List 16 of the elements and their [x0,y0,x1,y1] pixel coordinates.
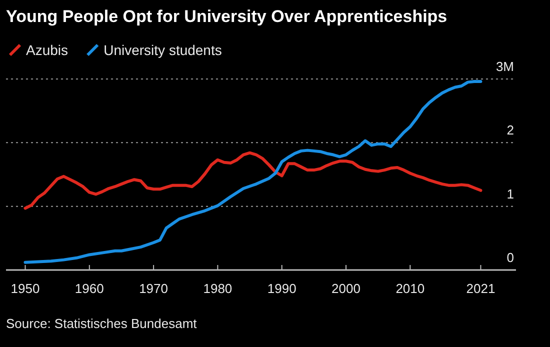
x-tick-label: 1980 [203,281,232,296]
x-tick-label: 1960 [74,281,104,296]
x-tick-label: 1970 [139,281,168,296]
source-note: Source: Statistisches Bundesamt [6,316,198,331]
chart-title: Young People Opt for University Over Apprenticeships [6,7,448,26]
y-tick-label: 0 [506,250,514,265]
x-tick-label: 1950 [10,281,40,296]
y-tick-label: 2 [506,122,514,138]
y-tick-label: 1 [506,186,514,202]
legend-label: University students [104,42,222,58]
x-tick-label: 2010 [396,281,425,296]
x-tick-label: 2000 [332,281,360,296]
x-tick-label: 1990 [267,281,296,296]
legend-label: Azubis [26,42,68,58]
y-tick-label: 3M [496,59,514,74]
x-tick-label: 2021 [466,281,496,296]
